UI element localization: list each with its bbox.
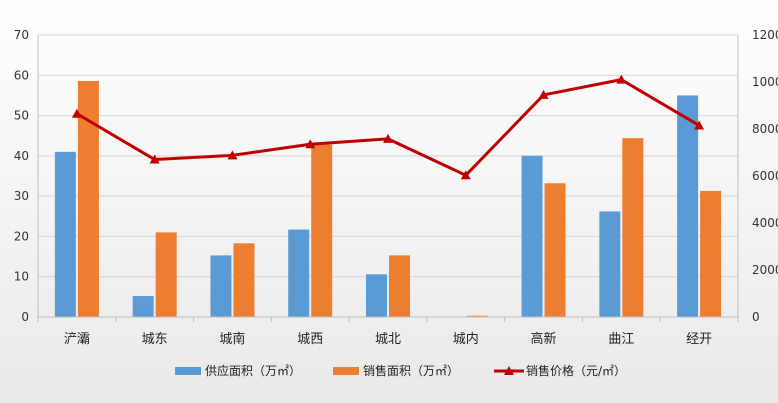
x-category-label: 经开 (686, 332, 712, 347)
sales-area-bar (77, 80, 99, 317)
price-point-marker (538, 89, 549, 99)
y-right-tick-label: 10000 (752, 75, 778, 89)
sales-area-bar (700, 190, 722, 317)
sales-area-bar (622, 138, 644, 317)
supply-area-bar (677, 95, 699, 317)
supply-area-bar (599, 211, 621, 317)
y-left-tick-label: 50 (14, 109, 29, 123)
legend: 供应面积（万㎡） 销售面积（万㎡） 销售价格（元/㎡） (175, 363, 626, 378)
legend-label: 销售面积（万㎡） (363, 363, 459, 378)
axes: 0 10 20 30 40 50 60 70 0 2000 4000 6000 8000 10000 120… (14, 28, 778, 347)
legend-label: 供应面积（万㎡） (205, 363, 301, 378)
supply-area-bar (54, 151, 76, 317)
y-right-tick-label: 12000 (752, 28, 778, 42)
y-left-tick-label: 20 (14, 229, 29, 243)
price-point-marker (305, 139, 316, 149)
y-right-tick-label: 2000 (752, 263, 778, 277)
supply-area-bar (521, 155, 543, 317)
price-point-marker (694, 120, 705, 130)
legend-swatch (175, 367, 201, 375)
y-left-tick-label: 0 (21, 310, 29, 324)
y-left-tick-label: 60 (14, 68, 29, 82)
x-category-label: 城西 (297, 332, 323, 347)
y-left-tick-label: 70 (14, 28, 29, 42)
price-point-marker (383, 133, 393, 143)
x-category-label: 浐灞 (64, 332, 90, 347)
legend-marker (504, 366, 514, 375)
price-point-marker (149, 154, 160, 164)
price-point-marker (227, 150, 238, 160)
sales-area-bar (233, 243, 255, 317)
x-category-label: 曲江 (608, 332, 634, 347)
supply-area-bar (210, 255, 232, 317)
price-line (71, 74, 705, 180)
y-right-tick-label: 6000 (752, 169, 778, 183)
supply-area-bar (132, 296, 154, 317)
y-right-tick-label: 8000 (752, 122, 778, 136)
legend-swatch (333, 367, 359, 375)
x-category-label: 城东 (142, 332, 168, 347)
y-right-tick-label: 4000 (752, 216, 778, 230)
price-point-marker (616, 74, 627, 84)
legend-label: 销售价格（元/㎡） (526, 363, 626, 378)
supply-area-bar (366, 274, 387, 317)
y-right-tick-label: 0 (752, 310, 760, 324)
x-category-label: 高新 (531, 331, 557, 347)
sales-area-bar (466, 315, 488, 317)
y-left-tick-label: 10 (14, 270, 29, 284)
x-category-label: 城南 (219, 331, 245, 347)
sales-area-bar (155, 232, 177, 317)
sales-area-bar (544, 183, 566, 317)
sales-area-bar (389, 255, 410, 317)
x-category-label: 城北 (375, 332, 401, 347)
bars (54, 80, 722, 317)
supply-area-bar (288, 229, 310, 317)
x-category-label: 城内 (453, 331, 479, 347)
price-point-marker (71, 108, 82, 118)
price-point-marker (460, 170, 471, 180)
y-left-tick-label: 40 (14, 149, 29, 163)
y-left-tick-label: 30 (14, 189, 29, 203)
sales-area-bar (311, 144, 333, 317)
